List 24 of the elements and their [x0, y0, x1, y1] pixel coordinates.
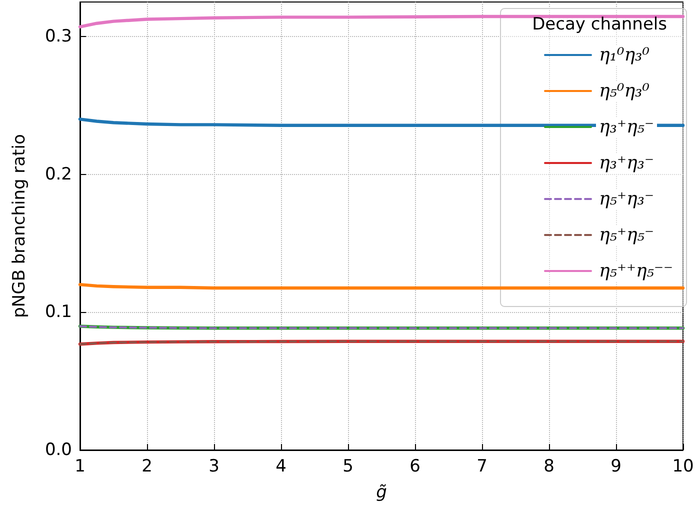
legend-label: η₅⁺η₅⁻: [598, 224, 654, 246]
x-tick-label: 6: [410, 456, 420, 476]
x-tick-label: 9: [610, 456, 622, 476]
x-tick-label: 10: [672, 456, 694, 476]
legend-label: η₅⁺η₃⁻: [598, 188, 654, 210]
y-axis-title: pNGB branching ratio: [10, 134, 30, 318]
legend-label: η₅⁰η₃⁰: [598, 80, 650, 102]
legend-label: η₃⁺η₅⁻: [598, 116, 654, 138]
legend-label: η₃⁺η₃⁻: [598, 152, 654, 174]
x-axis-title: g̃: [376, 482, 388, 502]
y-tick-label: 0.1: [44, 302, 72, 322]
x-tick-label: 8: [544, 456, 554, 476]
x-tick-label: 7: [476, 456, 488, 476]
x-tick-label: 3: [208, 456, 220, 476]
y-tick-label: 0.3: [44, 26, 72, 46]
legend-label: η₅⁺⁺η₅⁻⁻: [598, 260, 674, 282]
y-tick-label: 0.2: [44, 164, 72, 184]
y-tick-label: 0.0: [44, 440, 72, 460]
x-tick-label: 5: [342, 456, 354, 476]
x-tick-label: 4: [276, 456, 286, 476]
legend-label: η₁⁰η₃⁰: [598, 44, 650, 66]
x-tick-label: 1: [74, 456, 86, 476]
x-tick-label: 2: [142, 456, 152, 476]
legend-title: Decay channels: [532, 14, 668, 34]
